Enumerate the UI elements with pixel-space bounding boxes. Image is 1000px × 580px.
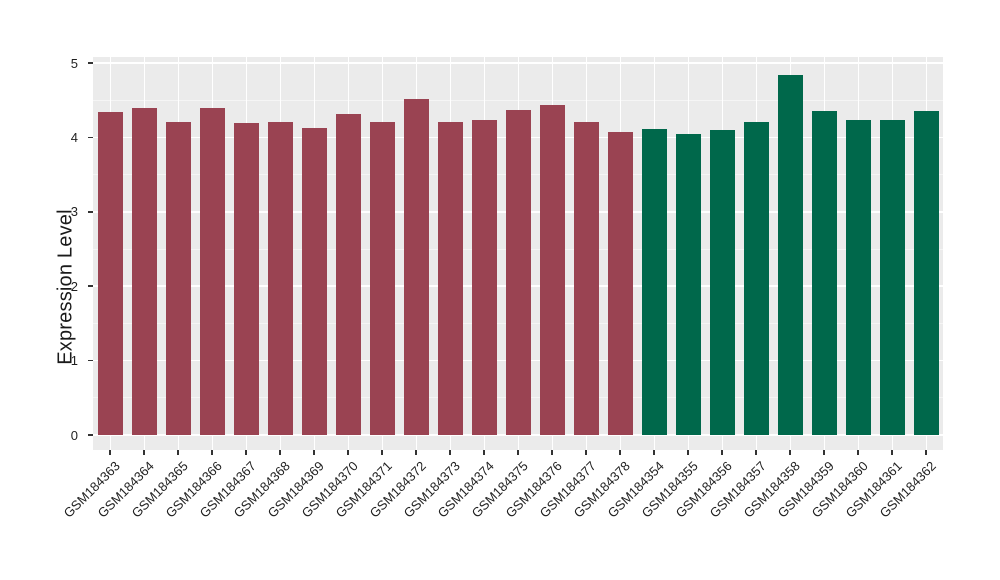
bar-GSM184374: [471, 120, 497, 435]
bar-GSM184363: [97, 112, 123, 435]
x-axis-tick: [313, 450, 315, 455]
bar-GSM184356: [709, 129, 735, 435]
y-axis-tick-label: 4: [70, 129, 78, 145]
bar-GSM184355: [675, 133, 701, 435]
x-axis-tick: [347, 450, 349, 455]
x-axis-tick: [789, 450, 791, 455]
x-axis-tick: [653, 450, 655, 455]
x-axis-tick: [891, 450, 893, 455]
bar-GSM184358: [777, 74, 803, 435]
y-axis-tick-label: 5: [70, 55, 78, 71]
bar-GSM184354: [641, 129, 667, 435]
x-axis-tick: [823, 450, 825, 455]
x-axis-tick: [585, 450, 587, 455]
y-axis-tick: [88, 136, 93, 139]
bar-GSM184359: [811, 110, 837, 435]
x-axis-tick: [687, 450, 689, 455]
bar-GSM184372: [403, 98, 429, 435]
y-axis-tick-label: 1: [70, 353, 78, 369]
bar-GSM184364: [131, 108, 157, 435]
y-axis-tick: [88, 434, 93, 436]
x-axis-tick: [619, 450, 621, 455]
x-axis-tick: [109, 450, 111, 455]
bar-GSM184376: [539, 104, 565, 435]
bar-GSM184357: [743, 121, 769, 435]
y-axis-tick-label: 3: [70, 204, 78, 220]
bar-GSM184377: [573, 121, 599, 435]
y-axis-tick: [88, 359, 93, 362]
bar-GSM184361: [879, 119, 905, 435]
x-axis-tick: [551, 450, 553, 455]
bar-GSM184368: [267, 121, 293, 435]
x-axis-tick: [925, 450, 927, 455]
x-axis-tick: [517, 450, 519, 455]
x-axis-tick: [279, 450, 281, 455]
x-axis-tick: [177, 450, 179, 455]
y-axis-tick: [88, 62, 93, 64]
y-axis-tick: [88, 211, 93, 213]
bar-GSM184365: [165, 121, 191, 435]
x-axis-tick: [721, 450, 723, 455]
x-axis-tick: [449, 450, 451, 455]
bar-GSM184367: [233, 123, 259, 435]
y-axis-tick: [88, 285, 93, 287]
bar-GSM184371: [369, 121, 395, 435]
bar-GSM184375: [505, 109, 531, 435]
x-axis-tick: [857, 450, 859, 455]
x-axis-tick: [415, 450, 417, 455]
x-axis-tick: [143, 450, 145, 455]
bar-GSM184378: [607, 132, 633, 435]
bar-GSM184370: [335, 114, 361, 435]
bar-GSM184360: [845, 119, 871, 435]
x-axis-tick: [483, 450, 485, 455]
x-axis-tick: [211, 450, 213, 455]
x-axis-tick: [381, 450, 383, 455]
y-axis-tick-label: 2: [70, 278, 78, 294]
bar-GSM184366: [199, 108, 225, 435]
bar-GSM184369: [301, 127, 327, 435]
plot-panel: [93, 57, 943, 450]
bar-GSM184362: [913, 110, 939, 435]
x-axis-tick: [755, 450, 757, 455]
x-axis-tick: [245, 450, 247, 455]
bar-GSM184373: [437, 121, 463, 435]
y-axis-tick-label: 0: [70, 427, 78, 443]
